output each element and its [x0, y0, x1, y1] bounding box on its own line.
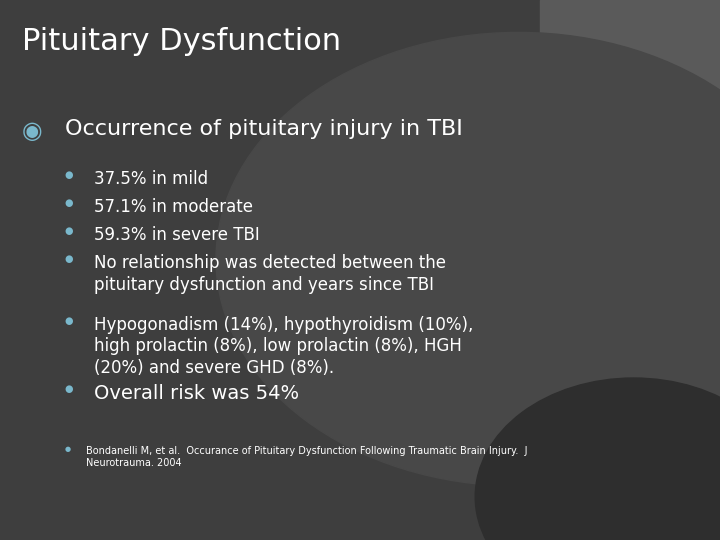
Text: Occurrence of pituitary injury in TBI: Occurrence of pituitary injury in TBI [65, 119, 462, 139]
Text: 57.1% in moderate: 57.1% in moderate [94, 198, 253, 216]
Text: Bondanelli M, et al.  Occurance of Pituitary Dysfunction Following Traumatic Bra: Bondanelli M, et al. Occurance of Pituit… [86, 446, 528, 468]
Text: ●: ● [65, 254, 73, 265]
Text: Overall risk was 54%: Overall risk was 54% [94, 384, 299, 403]
Text: ●: ● [65, 226, 73, 237]
Text: ●: ● [65, 198, 73, 208]
Bar [540, 0, 720, 540]
Text: No relationship was detected between the
pituitary dysfunction and years since T: No relationship was detected between the… [94, 254, 446, 294]
Text: ●: ● [65, 316, 73, 326]
Text: ●: ● [65, 170, 73, 180]
Text: ◉: ◉ [22, 119, 42, 143]
Text: Hypogonadism (14%), hypothyroidism (10%),
high prolactin (8%), low prolactin (8%: Hypogonadism (14%), hypothyroidism (10%)… [94, 316, 473, 377]
Circle shape [475, 378, 720, 540]
Text: ●: ● [65, 384, 73, 395]
Text: 37.5% in mild: 37.5% in mild [94, 170, 208, 188]
Circle shape [216, 32, 720, 486]
Text: 59.3% in severe TBI: 59.3% in severe TBI [94, 226, 259, 244]
Text: ●: ● [65, 446, 71, 451]
Text: Pituitary Dysfunction: Pituitary Dysfunction [22, 27, 341, 56]
